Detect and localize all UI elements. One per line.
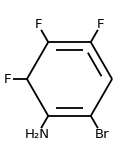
- Text: F: F: [97, 18, 105, 31]
- Text: Br: Br: [94, 128, 109, 141]
- Text: H₂N: H₂N: [25, 128, 50, 141]
- Text: F: F: [34, 18, 42, 31]
- Text: F: F: [3, 73, 11, 85]
